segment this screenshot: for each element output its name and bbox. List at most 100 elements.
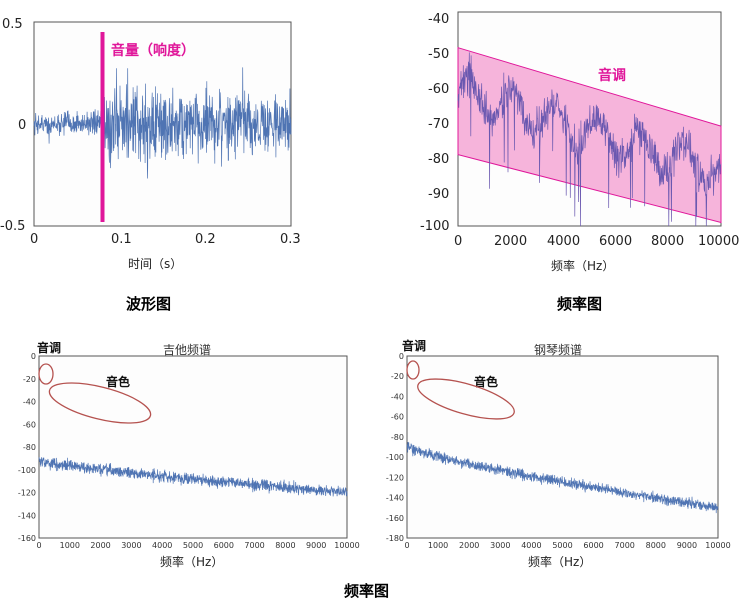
waveform-xlabel: 时间（s） (128, 257, 182, 271)
spectrum-xtick-10000: 10000 (698, 234, 739, 249)
ytick-label: -160 (18, 534, 36, 543)
guitar-timbre-annotation: 音色 (106, 374, 130, 389)
xtick-label: 10000 (334, 541, 359, 550)
guitar-xlabel: 频率（Hz） (160, 554, 223, 569)
waveform-xtick-0.2: 0.2 (195, 232, 216, 247)
ytick-label: 0 (399, 352, 404, 361)
waveform-panel: 音量（响度） 0.5 0 -0.5 0 0.1 0.2 0.3 时间（s） 波形… (0, 17, 301, 313)
waveform-caption: 波形图 (126, 295, 171, 313)
xtick-label: 4000 (521, 541, 541, 550)
spectrum-noise-line (406, 441, 719, 514)
piano-xticks: 0 1000 2000 3000 4000 5000 6000 7000 8000 9000 100… (404, 541, 730, 550)
spectrum-line (457, 52, 722, 227)
ytick-label: -60 (23, 420, 36, 429)
xtick-label: 7000 (244, 541, 264, 550)
ytick-label: -40 (391, 392, 404, 401)
piano-timbre-annotation: 音色 (474, 374, 498, 389)
guitar-frame (38, 355, 348, 539)
xtick-label: 3000 (490, 541, 510, 550)
ytick-label: -100 (18, 466, 36, 475)
spectrum-ytick--100: -100 (420, 219, 450, 234)
ytick-label: -60 (391, 413, 404, 422)
piano-pitch-annotation: 音调 (402, 338, 426, 353)
xtick-label: 5000 (183, 541, 203, 550)
piano-pitch-ellipse (406, 360, 420, 380)
waveform-line (33, 67, 292, 179)
xtick-label: 1000 (428, 541, 448, 550)
ytick-label: -120 (386, 473, 404, 482)
guitar-signal (38, 457, 348, 497)
spectrum-xtick-6000: 6000 (599, 234, 632, 249)
xtick-label: 6000 (214, 541, 234, 550)
guitar-panel: 吉他频谱 音调 音色 0 -20 -40 -60 -80 -100 -120 -140 -160… (18, 340, 360, 569)
waveform-xtick-0: 0 (30, 232, 38, 247)
ytick-label: -160 (386, 514, 404, 523)
xtick-label: 9000 (677, 541, 697, 550)
ytick-label: -40 (23, 398, 36, 407)
ytick-label: -140 (18, 511, 36, 520)
ytick-label: -80 (23, 443, 36, 452)
ytick-label: -20 (391, 372, 404, 381)
xtick-label: 0 (404, 541, 409, 550)
xtick-label: 2000 (459, 541, 479, 550)
guitar-title: 吉他频谱 (163, 343, 211, 357)
waveform-ytick-0: 0 (18, 118, 26, 133)
xtick-label: 0 (36, 541, 41, 550)
spectrum-ytick--50: -50 (428, 47, 449, 62)
spectrum-signal (457, 52, 722, 227)
spectrum-ytick--80: -80 (428, 152, 449, 167)
waveform-ytick--0.5: -0.5 (0, 219, 25, 234)
spectrum-ytick--90: -90 (428, 187, 449, 202)
piano-frame (406, 355, 719, 539)
volume-marker (100, 32, 105, 222)
waveform-signal (33, 67, 292, 179)
piano-signal (406, 441, 719, 514)
spectrum-xlabel: 频率（Hz） (551, 258, 614, 273)
spectrum-caption: 频率图 (557, 295, 602, 313)
ytick-label: -120 (18, 489, 36, 498)
xtick-label: 1000 (60, 541, 80, 550)
piano-panel: 钢琴频谱 音调 音色 0 -20 -40 -60 -80 -100 -120 -140 -160… (386, 338, 731, 569)
volume-annotation: 音量（响度） (111, 42, 195, 59)
spectrum-xtick-4000: 4000 (547, 234, 580, 249)
spectrum-ytick--40: -40 (428, 12, 449, 27)
ytick-label: -20 (23, 375, 36, 384)
xtick-label: 9000 (306, 541, 326, 550)
xtick-label: 3000 (121, 541, 141, 550)
guitar-pitch-ellipse (38, 363, 54, 385)
xtick-label: 5000 (552, 541, 572, 550)
waveform-xtick-0.1: 0.1 (111, 232, 132, 247)
guitar-timbre-ellipse (48, 382, 152, 424)
spectrum-ytick--70: -70 (428, 117, 449, 132)
piano-yticks: 0 -20 -40 -60 -80 -100 -120 -140 -160 -180 (386, 352, 404, 543)
spectrum-noise-line (38, 457, 348, 497)
ytick-label: -180 (386, 534, 404, 543)
ytick-label: 0 (31, 352, 36, 361)
waveform-ytick-0.5: 0.5 (2, 17, 23, 32)
ytick-label: -80 (391, 433, 404, 442)
ytick-label: -140 (386, 494, 404, 503)
guitar-xticks: 0 1000 2000 3000 4000 5000 6000 7000 8000 9000 100… (36, 541, 359, 550)
spectrum-xtick-0: 0 (454, 234, 462, 249)
waveform-xtick-0.3: 0.3 (280, 232, 301, 247)
xtick-label: 4000 (152, 541, 172, 550)
spectrum-ytick--60: -60 (428, 82, 449, 97)
piano-title: 钢琴频谱 (534, 343, 582, 357)
spectrum-xtick-8000: 8000 (651, 234, 684, 249)
xtick-label: 10000 (705, 541, 730, 550)
spectrum-xtick-2000: 2000 (494, 234, 527, 249)
pitch-band (457, 46, 722, 224)
xtick-label: 7000 (615, 541, 635, 550)
piano-xlabel: 频率（Hz） (528, 554, 591, 569)
spectrum-panel: 音调 -40 -50 -60 -70 -80 -90 -100 0 2000 4… (420, 11, 739, 313)
xtick-label: 2000 (90, 541, 110, 550)
piano-timbre-ellipse (417, 378, 515, 420)
xtick-label: 8000 (275, 541, 295, 550)
xtick-label: 6000 (583, 541, 603, 550)
guitar-yticks: 0 -20 -40 -60 -80 -100 -120 -140 -160 (18, 352, 36, 543)
ytick-label: -100 (386, 453, 404, 462)
pitch-annotation: 音调 (598, 67, 626, 84)
guitar-pitch-annotation: 音调 (37, 340, 61, 355)
xtick-label: 8000 (646, 541, 666, 550)
